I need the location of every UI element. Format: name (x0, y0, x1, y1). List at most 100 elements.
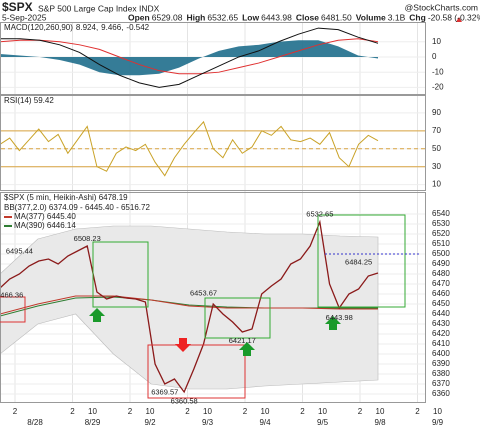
legend-entry: 9.466, (101, 23, 123, 32)
x-time-label: 2 (300, 407, 305, 416)
y-tick-label: 6470 (432, 279, 450, 288)
panel-title: MACD(120,260,90) (4, 23, 73, 32)
bb-legend: BB(377,2.0) 6374.09 - 6445.40 - 6516.72 (4, 203, 150, 212)
green-box (92, 241, 149, 308)
y-tick-label: 6370 (432, 379, 450, 388)
series-line (0, 219, 379, 394)
y-tick-label: 0 (432, 52, 437, 61)
down-icon (456, 17, 462, 22)
green-arrow (325, 316, 341, 330)
price-annotation: 6369.57 (151, 387, 178, 396)
quote-label: High (186, 12, 205, 22)
x-time-label: 10 (376, 407, 385, 416)
red-arrow (175, 338, 191, 352)
x-date-label: 9/8 (374, 418, 386, 427)
quote-label: Open (128, 12, 150, 22)
symbol-name: S&P 500 Large Cap Index INDX (38, 3, 160, 13)
price-annotation: 6360.58 (171, 396, 198, 405)
series-line (0, 120, 379, 177)
price-annotation: 6453.67 (190, 288, 217, 297)
y-tick-label: 10 (432, 37, 441, 46)
red-box (147, 344, 246, 399)
legend-entry: -0.542 (126, 23, 149, 32)
plot (0, 22, 425, 402)
y-tick-label: 6530 (432, 219, 450, 228)
x-date-label: 8/28 (27, 418, 43, 427)
rsi-frame (0, 95, 426, 191)
quote-label: Volume (356, 12, 386, 22)
x-time-label: 2 (358, 407, 363, 416)
legend-entry: 8.924, (76, 23, 98, 32)
green-arrow (239, 342, 255, 356)
y-tick-label: 6540 (432, 209, 450, 218)
quote-label: Chg (409, 12, 426, 22)
quote-value: 6481.50 (321, 12, 352, 22)
y-tick-label: 6510 (432, 239, 450, 248)
x-date-label: 9/5 (317, 418, 329, 427)
legend-entry: MA(377) 6445.40 (14, 212, 76, 221)
quote-value: -20.58 (-0.32%) (428, 12, 480, 22)
y-tick-label: 6480 (432, 269, 450, 278)
price-annotation: 6508.23 (74, 234, 101, 243)
y-tick-label: 6450 (432, 299, 450, 308)
quote-value: 6529.08 (152, 12, 183, 22)
y-tick-label: 6390 (432, 359, 450, 368)
price-annotation: 6443.98 (326, 313, 353, 322)
y-tick-label: 6500 (432, 249, 450, 258)
x-time-label: 2 (70, 407, 75, 416)
y-tick-label: 90 (432, 108, 441, 117)
y-tick-label: 70 (432, 126, 441, 135)
legend-entry: MA(390) 6446.14 (14, 221, 76, 230)
x-time-label: 10 (318, 407, 327, 416)
red-box (0, 296, 26, 323)
x-time-label: 2 (128, 407, 133, 416)
x-time-label: 2 (415, 407, 420, 416)
y-tick-label: -10 (432, 67, 444, 76)
y-tick-label: 6520 (432, 229, 450, 238)
bollinger-band (0, 225, 379, 390)
y-tick-label: 30 (432, 162, 441, 171)
y-tick-label: 6460 (432, 289, 450, 298)
quote-value: 6532.65 (207, 12, 238, 22)
green-arrow (89, 308, 105, 322)
price-annotation: 6532.65 (306, 209, 333, 218)
x-date-label: 9/9 (432, 418, 444, 427)
y-tick-label: 6410 (432, 339, 450, 348)
x-time-label: 2 (243, 407, 248, 416)
x-time-label: 2 (185, 407, 190, 416)
macd-histogram (0, 40, 378, 76)
series-line (0, 27, 379, 88)
annotation-shapes (0, 214, 420, 399)
quote-value: 6443.98 (261, 12, 292, 22)
series-line (0, 38, 379, 75)
quote-label: Low (242, 12, 259, 22)
y-tick-label: 6360 (432, 389, 450, 398)
date: 5-Sep-2025 (2, 12, 47, 22)
y-tick-label: 6380 (432, 369, 450, 378)
macd-frame (0, 22, 426, 95)
series-line (0, 295, 378, 315)
x-time-label: 10 (433, 407, 442, 416)
y-tick-label: 6490 (432, 259, 450, 268)
panel-title: RSI(14) 59.42 (4, 96, 54, 105)
price-annotation: 6495.44 (6, 247, 33, 256)
y-tick-label: 10 (432, 180, 441, 189)
x-time-label: 10 (146, 407, 155, 416)
quote-label: Close (296, 12, 319, 22)
x-time-label: 10 (261, 407, 270, 416)
symbol: $SPX (2, 0, 33, 14)
price-annotation: 6421.17 (229, 336, 256, 345)
x-time-label: 10 (88, 407, 97, 416)
quote-value: 3.1B (388, 12, 406, 22)
y-tick-label: 6420 (432, 329, 450, 338)
y-tick-label: 6400 (432, 349, 450, 358)
price-annotation: 6484.25 (345, 258, 372, 267)
green-box (317, 214, 406, 308)
green-box (204, 297, 271, 339)
x-time-label: 10 (203, 407, 212, 416)
y-tick-label: -20 (432, 83, 444, 92)
brand: @StockCharts.com (405, 2, 478, 12)
x-date-label: 9/3 (202, 418, 214, 427)
x-time-label: 2 (13, 407, 18, 416)
